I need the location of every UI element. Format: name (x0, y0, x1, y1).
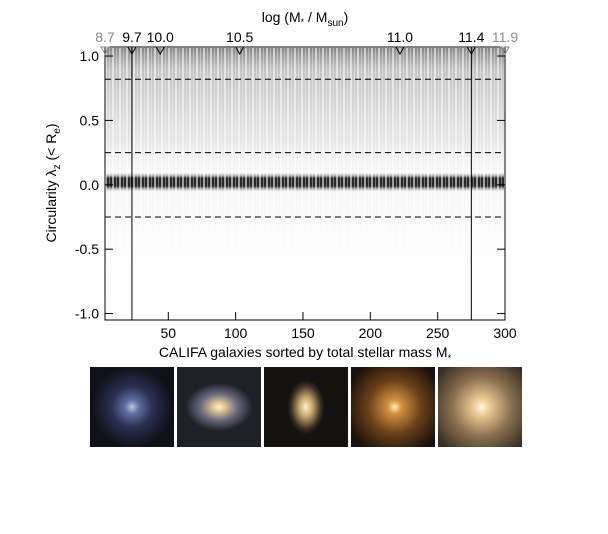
x-tick-label: 100 (224, 325, 248, 341)
x-tick-label: 150 (291, 325, 315, 341)
x2-tick (155, 46, 166, 56)
x-label-sub: * (448, 353, 452, 360)
x-tick-label: 250 (426, 325, 450, 341)
galaxy-thumbnail (438, 367, 522, 447)
x-axis-label: CALIFA galaxies sorted by total stellar … (159, 344, 452, 360)
density-texture (106, 48, 504, 319)
x-label-text: CALIFA galaxies sorted by total stellar … (159, 344, 448, 360)
x2-tick (100, 46, 110, 56)
y-tick-label: 0.5 (80, 112, 100, 128)
x2-tick-label: 11.4 (458, 29, 484, 45)
galaxy-thumbnail (351, 367, 435, 447)
x2-tick-label: 10.5 (226, 29, 253, 45)
chart: CALIFA galaxies sorted by total stellar … (43, 9, 518, 360)
x2-tick (234, 46, 245, 56)
galaxy-thumbnail (264, 367, 348, 447)
y-axis-label: Circularity λz (< Re) (43, 123, 63, 242)
x-tick-label: 200 (359, 325, 383, 341)
x-tick-label: 50 (161, 325, 177, 341)
plot-frame (104, 46, 506, 321)
x2-tick (500, 46, 510, 56)
y-label-sub: z (52, 164, 63, 169)
x2-label-sub: * (301, 17, 305, 27)
y-label-text: Circularity λ (43, 169, 59, 242)
x2-tick-label: 11.9 (492, 29, 518, 45)
x-tick-label: 300 (493, 325, 517, 341)
y-label-text: (< R (43, 134, 59, 165)
x2-label-text: log (M (262, 9, 301, 25)
x2-tick-label: 8.7 (95, 29, 115, 45)
x2-tick-label: 11.0 (387, 29, 413, 45)
x2-label-sub: sun (327, 18, 343, 29)
x2-label-text: ) (344, 9, 349, 25)
x2-axis-label: log (M* / Msun) (262, 9, 349, 29)
y-tick-label: -0.5 (75, 241, 99, 257)
y-tick-label: -1.0 (75, 306, 99, 322)
x2-label-text: / M (304, 9, 327, 25)
y-tick-label: 1.0 (80, 48, 100, 64)
y-label-sub: e (52, 128, 63, 134)
galaxy-thumbnail (90, 367, 174, 447)
x2-tick-label: 10.0 (147, 29, 174, 45)
galaxy-thumbnail (177, 367, 261, 447)
x2-tick-label: 9.7 (122, 29, 142, 45)
y-label-text: ) (43, 123, 59, 128)
y-tick-label: 0.0 (80, 177, 100, 193)
x2-tick (395, 46, 405, 56)
